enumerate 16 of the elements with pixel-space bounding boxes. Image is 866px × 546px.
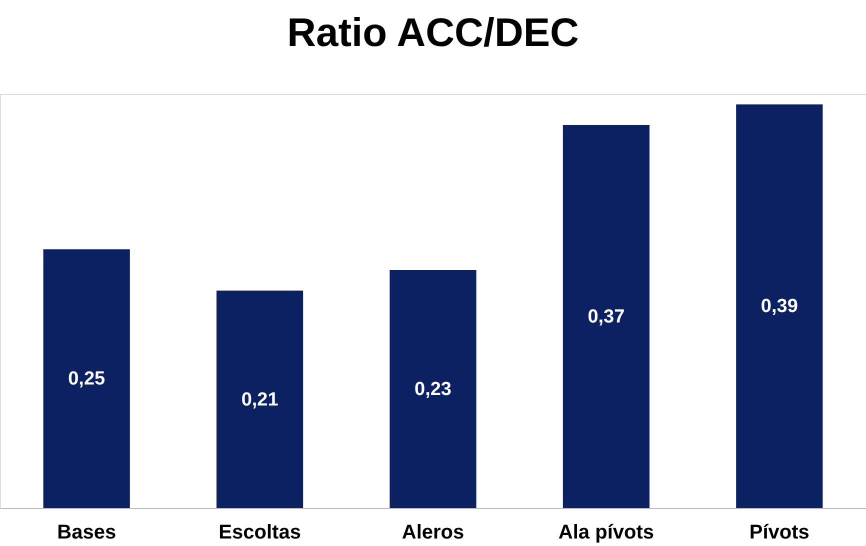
x-tick-label: Bases — [57, 522, 116, 544]
x-tick-label: Escoltas — [218, 522, 301, 544]
bar — [390, 270, 476, 508]
chart-title: Ratio ACC/DEC — [287, 11, 579, 55]
data-label: 0,37 — [588, 306, 625, 328]
bar — [562, 125, 650, 508]
x-tick-label: Aleros — [402, 522, 464, 544]
data-label: 0,25 — [68, 368, 106, 390]
data-label: 0,39 — [760, 296, 798, 318]
x-tick-label: Ala pívots — [558, 522, 654, 544]
bar — [216, 290, 304, 508]
bar — [43, 249, 130, 508]
bar — [736, 104, 823, 508]
x-tick-label: Pívots — [749, 522, 810, 544]
data-label: 0,21 — [241, 389, 279, 410]
data-label: 0,23 — [414, 378, 452, 400]
